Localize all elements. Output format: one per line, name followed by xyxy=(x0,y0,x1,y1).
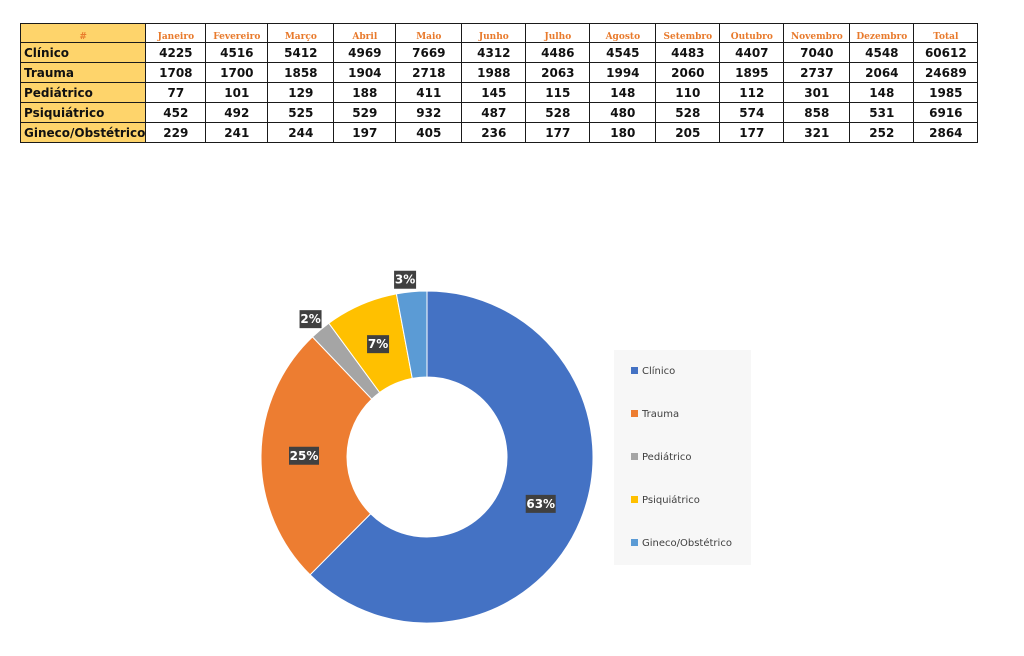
table-cell: 129 xyxy=(267,82,335,103)
data-label-background xyxy=(394,270,417,289)
table-cell: 4312 xyxy=(461,42,527,63)
data-label-background xyxy=(367,335,390,354)
data-label: 25% xyxy=(289,446,320,465)
legend-label: Pediátrico xyxy=(642,451,692,463)
table-cell: 1700 xyxy=(205,62,269,83)
table-cell: 528 xyxy=(525,102,591,123)
chart-legend: Clínico Trauma Pediátrico Psiquiátrico Ginec… xyxy=(631,365,732,549)
column-header: Agosto xyxy=(589,23,657,43)
legend-label: Psiquiátrico xyxy=(642,494,700,506)
data-label-text: 2% xyxy=(300,312,320,326)
table-cell: 5412 xyxy=(267,42,335,63)
table-cell: 858 xyxy=(783,102,851,123)
table-cell: 405 xyxy=(395,122,463,143)
table-cell: 1994 xyxy=(589,62,657,83)
donut-data-labels: 63% 25% 2% 7% 3% xyxy=(289,270,556,513)
table-cell: 177 xyxy=(719,122,785,143)
row-label: Psiquiátrico xyxy=(19,102,147,123)
donut-slice xyxy=(309,290,594,624)
table-cell: 205 xyxy=(655,122,721,143)
table-cell: 4516 xyxy=(205,42,269,63)
table-cell: 180 xyxy=(589,122,657,143)
legend-swatch xyxy=(631,410,638,417)
table-cell: 2064 xyxy=(849,62,915,83)
table-cell: 252 xyxy=(849,122,915,143)
table-cell: 4225 xyxy=(145,42,207,63)
table-cell: 4486 xyxy=(525,42,591,63)
legend-swatch xyxy=(631,453,638,460)
table-cell: 4407 xyxy=(719,42,785,63)
data-label-text: 25% xyxy=(290,449,319,463)
column-header: Abril xyxy=(333,23,397,43)
table-cell: 529 xyxy=(333,102,397,123)
monthly-admissions-table: # Janeiro Fevereiro Março Abril Maio Junho Jul… xyxy=(19,23,979,143)
table-row: Gineco/Obstétrico 229 241 244 197 405 236 177 18… xyxy=(19,122,979,143)
data-label-background xyxy=(525,494,556,513)
column-header: Junho xyxy=(461,23,527,43)
table-cell: 1988 xyxy=(461,62,527,83)
total-cell: 1985 xyxy=(913,82,979,103)
corner-header: # xyxy=(19,23,147,43)
table-cell: 301 xyxy=(783,82,851,103)
table-cell: 229 xyxy=(145,122,207,143)
column-header: Julho xyxy=(525,23,591,43)
legend-swatch xyxy=(631,539,638,546)
data-label-text: 7% xyxy=(368,337,388,351)
legend-swatch xyxy=(631,367,638,374)
table-cell: 531 xyxy=(849,102,915,123)
legend-swatch xyxy=(631,496,638,503)
total-cell: 6916 xyxy=(913,102,979,123)
table-cell: 241 xyxy=(205,122,269,143)
data-label-text: 63% xyxy=(526,497,555,511)
table-cell: 487 xyxy=(461,102,527,123)
table-cell: 148 xyxy=(589,82,657,103)
table-cell: 236 xyxy=(461,122,527,143)
total-cell: 2864 xyxy=(913,122,979,143)
table-cell: 115 xyxy=(525,82,591,103)
column-header: Outubro xyxy=(719,23,785,43)
data-label: 3% xyxy=(394,270,417,289)
table-cell: 244 xyxy=(267,122,335,143)
table-cell: 932 xyxy=(395,102,463,123)
data-label: 63% xyxy=(525,494,556,513)
data-label: 7% xyxy=(367,335,390,354)
table-cell: 177 xyxy=(525,122,591,143)
data-label-text: 3% xyxy=(395,273,415,287)
row-label: Trauma xyxy=(19,62,147,83)
table-cell: 1708 xyxy=(145,62,207,83)
donut-slice xyxy=(395,290,428,379)
column-header: Total xyxy=(913,23,979,43)
table-cell: 2060 xyxy=(655,62,721,83)
table-row: Trauma 1708 1700 1858 1904 2718 1988 2063 1994 20… xyxy=(19,62,979,83)
table-cell: 188 xyxy=(333,82,397,103)
legend-label: Clínico xyxy=(642,365,675,377)
table-cell: 525 xyxy=(267,102,335,123)
legend-label: Trauma xyxy=(641,409,679,420)
table-cell: 452 xyxy=(145,102,207,123)
data-label-background xyxy=(289,446,320,465)
table-body: Clínico 4225 4516 5412 4969 7669 4312 4486 4545 4… xyxy=(19,42,979,143)
column-header: Maio xyxy=(395,23,463,43)
data-label-background xyxy=(299,310,322,329)
table-row: Psiquiátrico 452 492 525 529 932 487 528 480 528 5… xyxy=(19,102,979,123)
column-header: Novembro xyxy=(783,23,851,43)
table-cell: 101 xyxy=(205,82,269,103)
row-label: Gineco/Obstétrico xyxy=(19,122,147,143)
table-cell: 574 xyxy=(719,102,785,123)
table-cell: 2718 xyxy=(395,62,463,83)
table-cell: 321 xyxy=(783,122,851,143)
column-header: Dezembro xyxy=(849,23,915,43)
column-header: Janeiro xyxy=(145,23,207,43)
table-cell: 2737 xyxy=(783,62,851,83)
table-row: Pediátrico 77 101 129 188 411 145 115 148 110 112 3… xyxy=(19,82,979,103)
total-cell: 60612 xyxy=(913,42,979,63)
data-label: 2% xyxy=(299,310,322,329)
legend-label: Gineco/Obstétrico xyxy=(642,537,732,549)
